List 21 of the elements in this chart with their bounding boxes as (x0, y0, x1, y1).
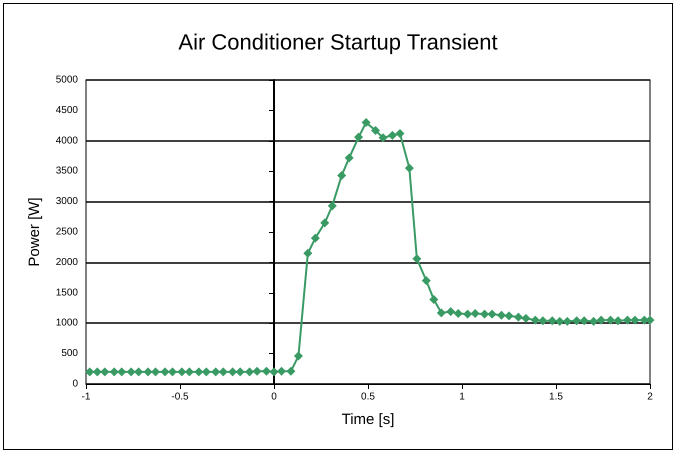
x-axis-title: Time [s] (342, 411, 394, 428)
x-tick-label: -0.5 (171, 392, 190, 402)
y-tick-label: 0 (72, 378, 78, 390)
y-tick-label: 2000 (56, 256, 78, 268)
y-tick-label: 3500 (56, 166, 78, 177)
x-tick-label: 1 (459, 392, 466, 402)
x-tick-label: 0.5 (361, 392, 376, 402)
x-tick-label: -1 (82, 392, 91, 402)
y-tick-label: 5000 (56, 74, 78, 86)
y-axis-title: Power [W] (26, 197, 43, 267)
x-tick-label: 0 (271, 392, 278, 402)
y-tick-label: 2500 (56, 226, 78, 238)
y-tick-label: 4500 (56, 104, 78, 116)
y-tick-label: 500 (61, 348, 78, 360)
y-tick-label: 4000 (56, 135, 78, 146)
y-tick-label: 1000 (56, 318, 78, 329)
chart-title: Air Conditioner Startup Transient (178, 30, 498, 54)
y-tick-label: 1500 (56, 287, 78, 298)
x-tick-label: 2 (647, 392, 654, 402)
y-tick-label: 3000 (56, 196, 78, 208)
x-tick-label: 1.5 (549, 392, 564, 402)
